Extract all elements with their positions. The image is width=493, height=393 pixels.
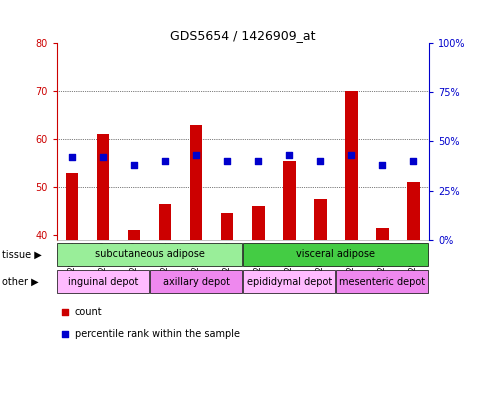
- Point: [161, 158, 169, 164]
- Bar: [376, 228, 388, 240]
- Point: [410, 158, 418, 164]
- Text: tissue ▶: tissue ▶: [2, 250, 42, 259]
- Point: [61, 331, 69, 337]
- Point: [348, 152, 355, 158]
- Text: visceral adipose: visceral adipose: [296, 250, 375, 259]
- Bar: [345, 91, 357, 240]
- Bar: [57, 270, 149, 294]
- Text: other ▶: other ▶: [2, 277, 39, 287]
- Point: [99, 154, 107, 160]
- Point: [61, 309, 69, 315]
- Bar: [407, 182, 420, 240]
- Bar: [128, 230, 141, 240]
- Text: mesenteric depot: mesenteric depot: [339, 277, 425, 287]
- Point: [68, 154, 76, 160]
- Bar: [252, 206, 265, 240]
- Text: subcutaneous adipose: subcutaneous adipose: [95, 250, 205, 259]
- Point: [223, 158, 231, 164]
- Bar: [159, 204, 172, 240]
- Point: [254, 158, 262, 164]
- Text: epididymal depot: epididymal depot: [246, 277, 332, 287]
- Bar: [150, 270, 242, 294]
- Point: [130, 162, 138, 168]
- Bar: [337, 270, 428, 294]
- Point: [317, 158, 324, 164]
- Bar: [314, 199, 326, 240]
- Point: [379, 162, 387, 168]
- Bar: [244, 270, 335, 294]
- Title: GDS5654 / 1426909_at: GDS5654 / 1426909_at: [170, 29, 316, 42]
- Text: inguinal depot: inguinal depot: [68, 277, 139, 287]
- Bar: [97, 134, 109, 240]
- Point: [285, 152, 293, 158]
- Bar: [190, 125, 203, 240]
- Bar: [283, 161, 295, 240]
- Point: [192, 152, 200, 158]
- Text: percentile rank within the sample: percentile rank within the sample: [75, 329, 240, 339]
- Text: count: count: [75, 307, 103, 317]
- Bar: [221, 213, 234, 240]
- Bar: [57, 243, 242, 266]
- Bar: [244, 243, 428, 266]
- Bar: [66, 173, 78, 240]
- Text: axillary depot: axillary depot: [163, 277, 230, 287]
